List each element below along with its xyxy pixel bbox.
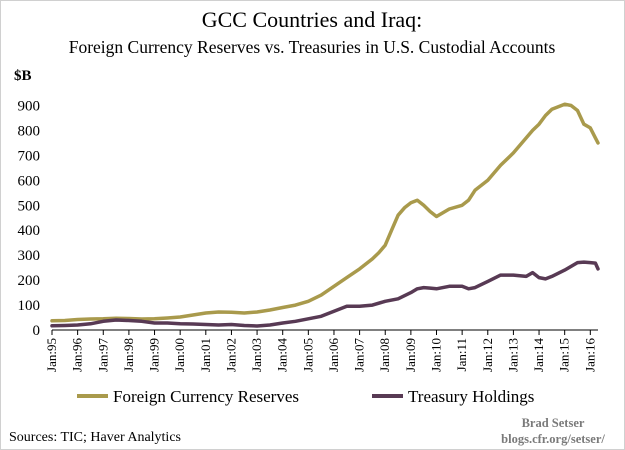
sources-note: Sources: TIC; Haver Analytics bbox=[9, 430, 181, 445]
series-line-treasury-holdings bbox=[50, 260, 600, 328]
y-axis-unit: $B bbox=[14, 68, 32, 84]
y-tick-label: 700 bbox=[18, 148, 41, 164]
y-tick-label: 400 bbox=[18, 223, 41, 239]
y-tick-label: 600 bbox=[18, 173, 41, 189]
y-tick-label: 500 bbox=[18, 198, 41, 214]
credit-author: Brad Setser bbox=[522, 416, 585, 430]
x-tick-label: Jan:09 bbox=[403, 338, 418, 372]
x-tick-label: Jan:96 bbox=[70, 338, 85, 372]
y-axis-ticks: 0 100 200 300 400 500 600 700 800 900 bbox=[18, 98, 41, 339]
x-tick-label: Jan:07 bbox=[352, 338, 367, 372]
x-tick-label: Jan:97 bbox=[95, 338, 110, 372]
x-tick-label: Jan:95 bbox=[44, 338, 59, 372]
x-tick-label: Jan:16 bbox=[582, 338, 597, 372]
x-tick-label: Jan:13 bbox=[505, 338, 520, 372]
x-tick-label: Jan:02 bbox=[223, 338, 238, 372]
y-tick-label: 300 bbox=[18, 248, 41, 264]
legend-label-foreign-currency-reserves: Foreign Currency Reserves bbox=[113, 387, 299, 406]
x-tick-label: Jan:08 bbox=[377, 338, 392, 372]
x-axis-ticks: Jan:95 Jan:96 Jan:97 Jan:98 Jan:99 Jan:00 Jan:… bbox=[44, 338, 597, 372]
x-tick-label: Jan:12 bbox=[480, 338, 495, 372]
x-tick-label: Jan:03 bbox=[249, 338, 264, 372]
y-tick-label: 100 bbox=[18, 298, 41, 314]
x-tick-label: Jan:15 bbox=[557, 338, 572, 372]
x-tick-label: Jan:06 bbox=[326, 338, 341, 372]
x-tick-label: Jan:01 bbox=[198, 338, 213, 372]
credit-site: blogs.cfr.org/setser/ bbox=[501, 432, 605, 446]
series-line-foreign-currency-reserves bbox=[50, 102, 600, 323]
y-tick-label: 200 bbox=[18, 273, 41, 289]
series-layer bbox=[50, 102, 600, 328]
x-tick-label: Jan:14 bbox=[531, 338, 546, 372]
legend: Foreign Currency Reserves Treasury Holdi… bbox=[77, 387, 534, 406]
x-tick-label: Jan:11 bbox=[454, 338, 469, 371]
x-tick-label: Jan:99 bbox=[147, 338, 162, 372]
y-tick-label: 0 bbox=[33, 323, 41, 339]
x-axis-tick-marks bbox=[51, 330, 591, 335]
legend-label-treasury-holdings: Treasury Holdings bbox=[408, 387, 534, 406]
chart-subtitle: Foreign Currency Reserves vs. Treasuries… bbox=[69, 37, 556, 57]
x-tick-label: Jan:10 bbox=[429, 338, 444, 372]
x-tick-label: Jan:04 bbox=[275, 338, 290, 372]
y-tick-label: 800 bbox=[18, 123, 41, 139]
x-tick-label: Jan:98 bbox=[121, 338, 136, 372]
x-tick-label: Jan:05 bbox=[300, 338, 315, 372]
y-tick-label: 900 bbox=[18, 98, 41, 114]
chart-title: GCC Countries and Iraq: bbox=[202, 7, 423, 32]
x-tick-label: Jan:00 bbox=[172, 338, 187, 372]
